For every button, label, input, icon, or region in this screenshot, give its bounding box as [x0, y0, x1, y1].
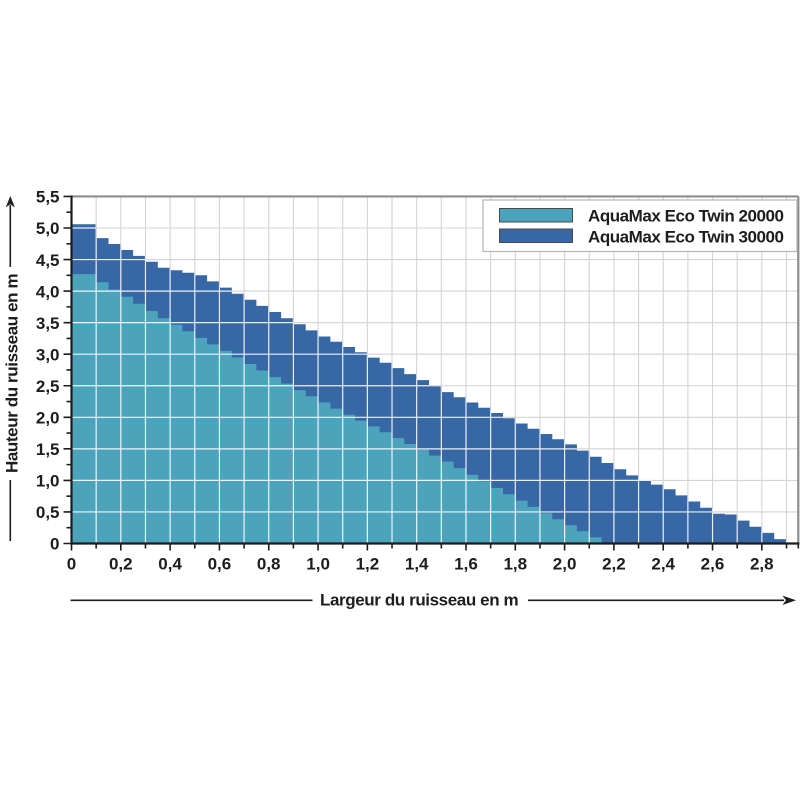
svg-text:0,8: 0,8 — [257, 555, 281, 574]
svg-text:Hauteur du ruisseau en m: Hauteur du ruisseau en m — [3, 274, 22, 473]
svg-text:2,2: 2,2 — [602, 555, 626, 574]
svg-text:2,0: 2,0 — [36, 409, 60, 428]
svg-text:3,0: 3,0 — [36, 345, 60, 364]
svg-text:2,8: 2,8 — [750, 555, 774, 574]
svg-text:0,6: 0,6 — [208, 555, 232, 574]
svg-text:1,0: 1,0 — [306, 555, 330, 574]
svg-text:AquaMax Eco Twin 30000: AquaMax Eco Twin 30000 — [588, 228, 784, 247]
svg-text:1,5: 1,5 — [36, 440, 60, 459]
svg-text:2,4: 2,4 — [651, 555, 675, 574]
svg-text:Largeur du ruisseau en m: Largeur du ruisseau en m — [320, 591, 519, 610]
svg-text:0,2: 0,2 — [109, 555, 133, 574]
svg-text:5,5: 5,5 — [36, 188, 60, 207]
svg-text:1,6: 1,6 — [454, 555, 478, 574]
svg-text:3,5: 3,5 — [36, 314, 60, 333]
svg-text:0: 0 — [67, 555, 76, 574]
svg-text:2,0: 2,0 — [553, 555, 577, 574]
svg-text:4,5: 4,5 — [36, 251, 60, 270]
svg-text:5,0: 5,0 — [36, 219, 60, 238]
svg-text:4,0: 4,0 — [36, 282, 60, 301]
svg-text:0,4: 0,4 — [158, 555, 182, 574]
svg-text:AquaMax Eco Twin 20000: AquaMax Eco Twin 20000 — [588, 207, 784, 226]
svg-text:2,6: 2,6 — [701, 555, 725, 574]
svg-text:1,0: 1,0 — [36, 472, 60, 491]
svg-text:0: 0 — [50, 535, 59, 554]
svg-text:1,8: 1,8 — [503, 555, 527, 574]
svg-text:2,5: 2,5 — [36, 377, 60, 396]
svg-text:0,5: 0,5 — [36, 503, 60, 522]
svg-text:1,2: 1,2 — [356, 555, 380, 574]
svg-text:1,4: 1,4 — [405, 555, 429, 574]
